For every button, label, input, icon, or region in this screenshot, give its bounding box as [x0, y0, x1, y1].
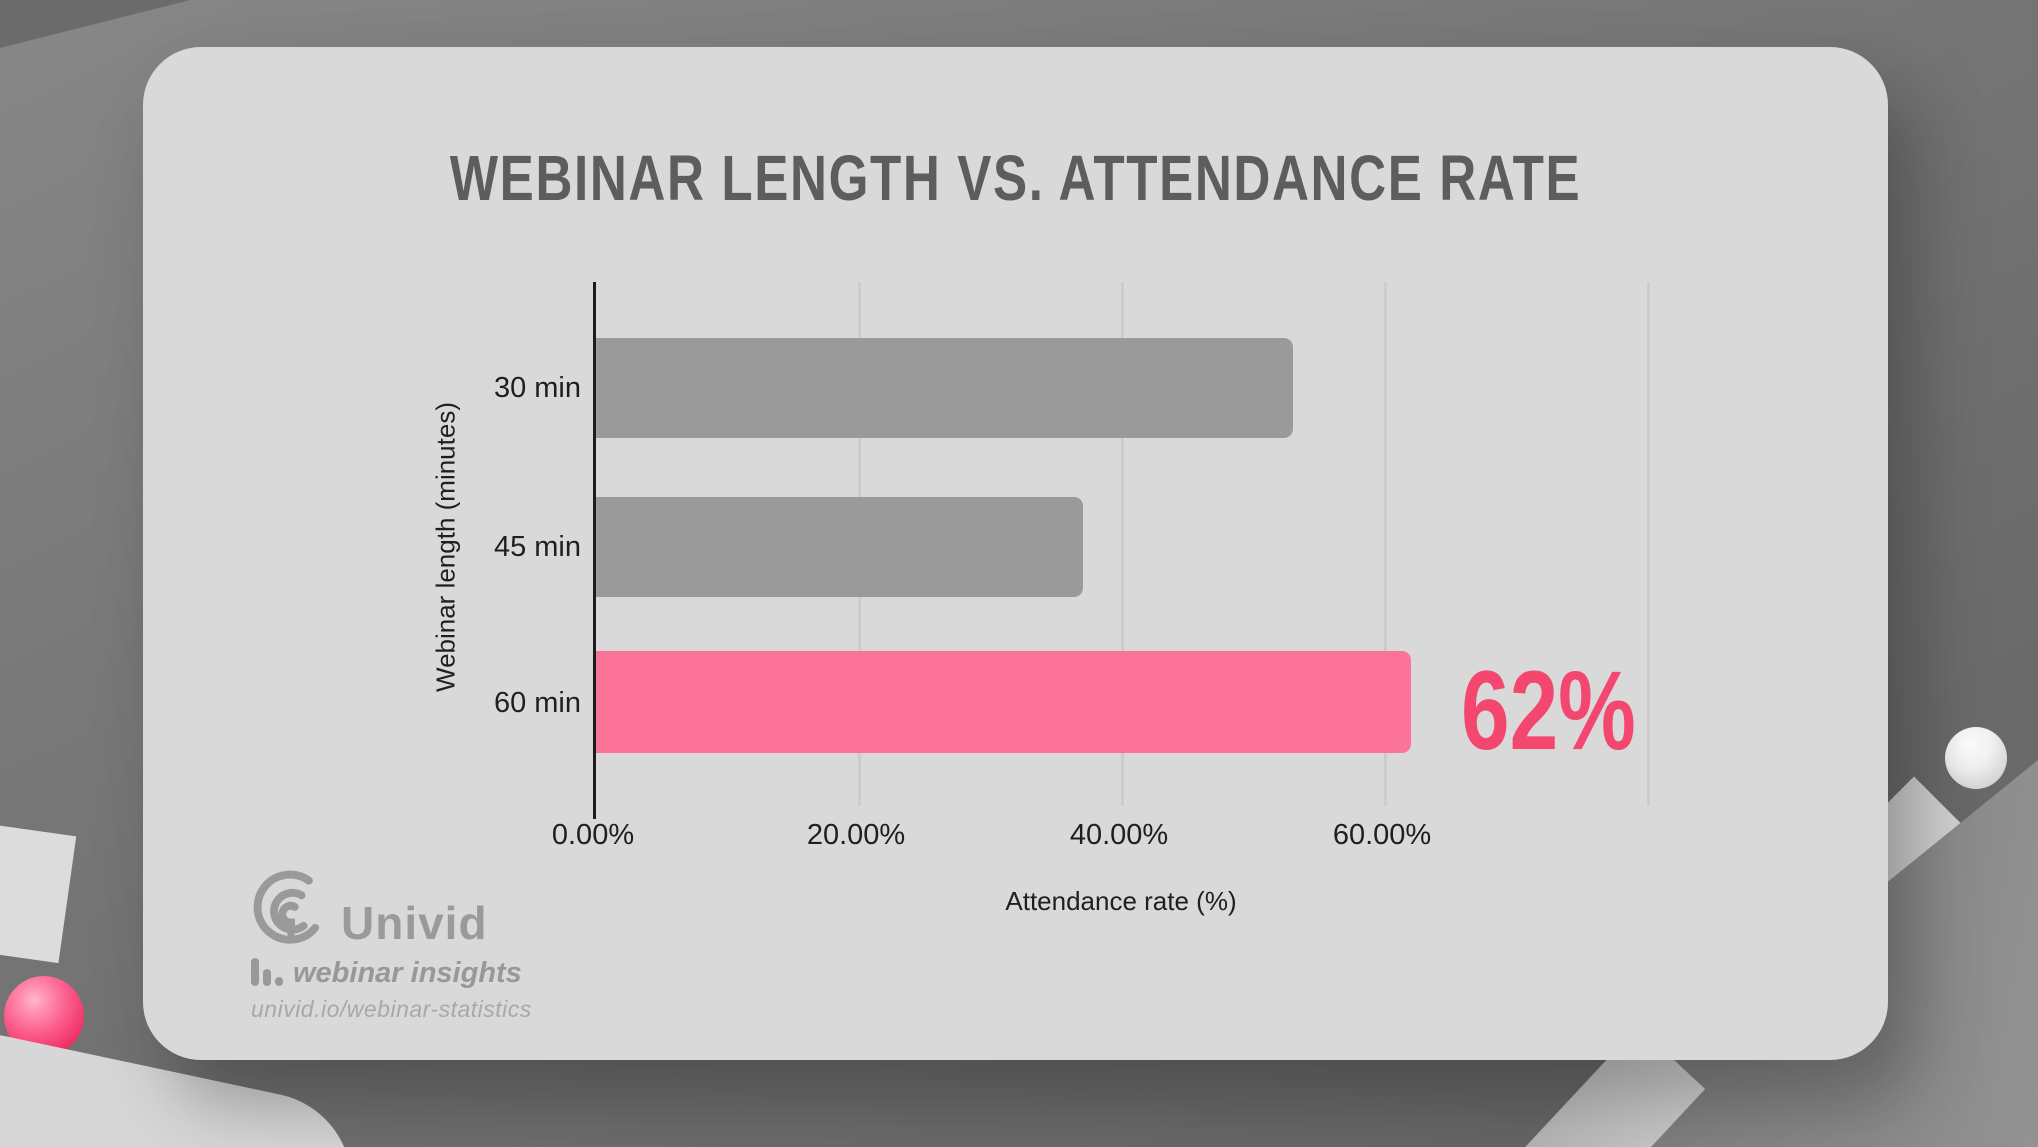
bar-30min: [596, 338, 1293, 438]
x-tick-label-40: 40.00%: [1069, 818, 1169, 851]
y-axis-line: [593, 282, 596, 819]
brand-url: univid.io/webinar-statistics: [251, 996, 532, 1022]
chart-card: WEBINAR LENGTH VS. ATTENDANCE RATE Webin…: [143, 47, 1888, 1060]
chart-title: WEBINAR LENGTH VS. ATTENDANCE RATE: [449, 142, 1582, 214]
plot-area: [596, 282, 1648, 806]
brand-block: Univid webinar insights univid.io/webina…: [249, 867, 669, 1023]
corner-wedge-shape: [0, 0, 190, 48]
y-tick-label-45min: 45 min: [493, 530, 581, 563]
gridline-60pct: [1384, 282, 1387, 806]
univid-arcs-icon: [253, 870, 320, 944]
y-tick-label-60min: 60 min: [493, 686, 581, 719]
white-sphere-shape: [1945, 727, 2007, 789]
x-tick-label-60: 60.00%: [1332, 818, 1432, 851]
bar-45min: [596, 497, 1083, 597]
tilted-square-shape: [0, 816, 77, 964]
x-axis-title: Attendance rate (%): [1005, 885, 1237, 916]
y-tick-label-30min: 30 min: [493, 371, 581, 404]
brand-logo-text: Univid: [341, 897, 488, 949]
gridline-40pct: [1121, 282, 1124, 806]
bar-60min-highlighted: [596, 651, 1412, 753]
x-tick-label-20: 20.00%: [806, 818, 906, 851]
brand-tagline: webinar insights: [293, 957, 522, 989]
highlight-value-label: 62%: [1461, 647, 1636, 773]
x-tick-label-0: 0.00%: [551, 818, 635, 851]
gridline-80pct: [1647, 282, 1650, 806]
bar-chart-icon: [251, 958, 283, 990]
